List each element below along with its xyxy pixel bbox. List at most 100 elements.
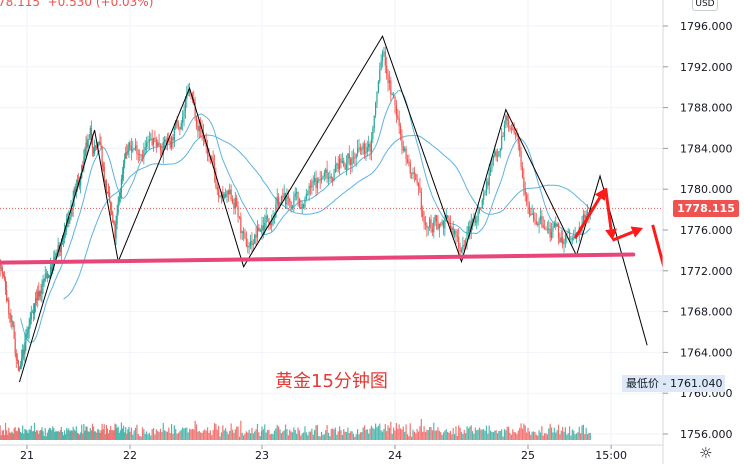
volume-bar [102,429,104,440]
volume-bar [188,428,191,440]
volume-bar [375,423,377,440]
candle-body [456,236,458,237]
candle-body [419,186,421,192]
volume-bar [100,430,102,440]
candle-body [212,157,214,164]
volume-bar [67,429,69,440]
volume-bar [161,432,163,440]
volume-bar [19,431,22,440]
candle-body [271,223,273,226]
volume-bar [121,428,124,440]
candle-body [84,149,86,158]
candle-body [52,263,54,272]
candle-body [513,129,515,133]
volume-bar [478,427,481,440]
candle-body [100,142,102,147]
candle-body [338,158,341,170]
volume-bar [44,428,46,440]
candle-body [83,157,85,168]
candle-body [381,52,384,61]
volume-bar [427,430,429,440]
candle-body [126,152,128,154]
volume-bar [202,430,205,440]
volume-bar [26,430,28,440]
volume-bar [193,429,195,440]
volume-bar [463,430,465,440]
volume-bar [358,434,360,440]
volume-bar [409,423,411,440]
candle-body [296,192,298,194]
candle-body [555,223,557,227]
volume-bar [390,421,392,440]
candle-body [462,245,464,250]
candle-body [110,201,112,211]
volume-bar [177,432,180,440]
candle-body [369,143,371,152]
volume-bar [169,433,171,440]
volume-bar [578,426,580,440]
candle-body [1,267,3,274]
candle-body [502,136,504,137]
candle-body [550,231,553,238]
currency-button[interactable]: USD [692,0,718,11]
candle-body [51,266,53,272]
volume-bar [147,434,149,440]
volume-bar [589,433,591,440]
moving-average-line [63,134,591,300]
time-tick-label: 25 [521,449,535,462]
volume-bar [76,432,79,440]
candle-body [553,223,555,228]
volume-bar [155,429,157,440]
volume-bar [433,422,435,440]
candle-body [309,185,312,188]
candle-body [127,151,129,153]
candle-body [495,151,497,157]
volume-bar [259,436,261,440]
candle-body [356,148,359,155]
volume-bar [585,427,587,440]
volume-bar [467,428,470,440]
volume-bar [122,425,125,440]
volume-bar [406,434,409,440]
candle-body [517,135,519,144]
candle-body [114,223,116,238]
volume-bar [413,431,415,440]
candle-body [162,141,164,155]
volume-bar [340,430,342,440]
candle-body [112,214,114,223]
candle-body [348,153,350,159]
arrow-shaft [604,187,613,230]
candle-body [28,324,30,330]
candle-body [184,99,187,112]
candle-body [42,281,44,286]
volume-bar [168,427,170,440]
candle-body [65,229,67,232]
volume-bar [567,433,569,440]
volume-bar [9,432,11,440]
candle-body [227,190,229,195]
volume-bar [83,424,85,440]
candle-body [499,148,501,152]
candle-body [488,172,490,186]
candle-body [23,349,25,355]
volume-bar [170,424,173,440]
volume-bar [424,432,427,440]
volume-bar [332,428,334,440]
volume-bar [550,427,553,440]
candle-body [352,157,355,159]
volume-bar [34,431,37,440]
volume-bar [488,425,490,440]
candle-body [562,237,564,245]
gear-icon[interactable]: ☼ [699,444,713,462]
candle-body [148,139,150,142]
volume-bar [429,427,431,440]
candle-body [478,207,481,212]
candle-body [430,219,432,229]
volume-bar [271,433,273,440]
volume-bar [453,434,456,440]
price-tick-label: 1764.000 [680,346,733,359]
volume-bar [89,428,91,440]
price-tick-label: 1792.000 [680,61,733,74]
volume-bar [521,428,524,440]
